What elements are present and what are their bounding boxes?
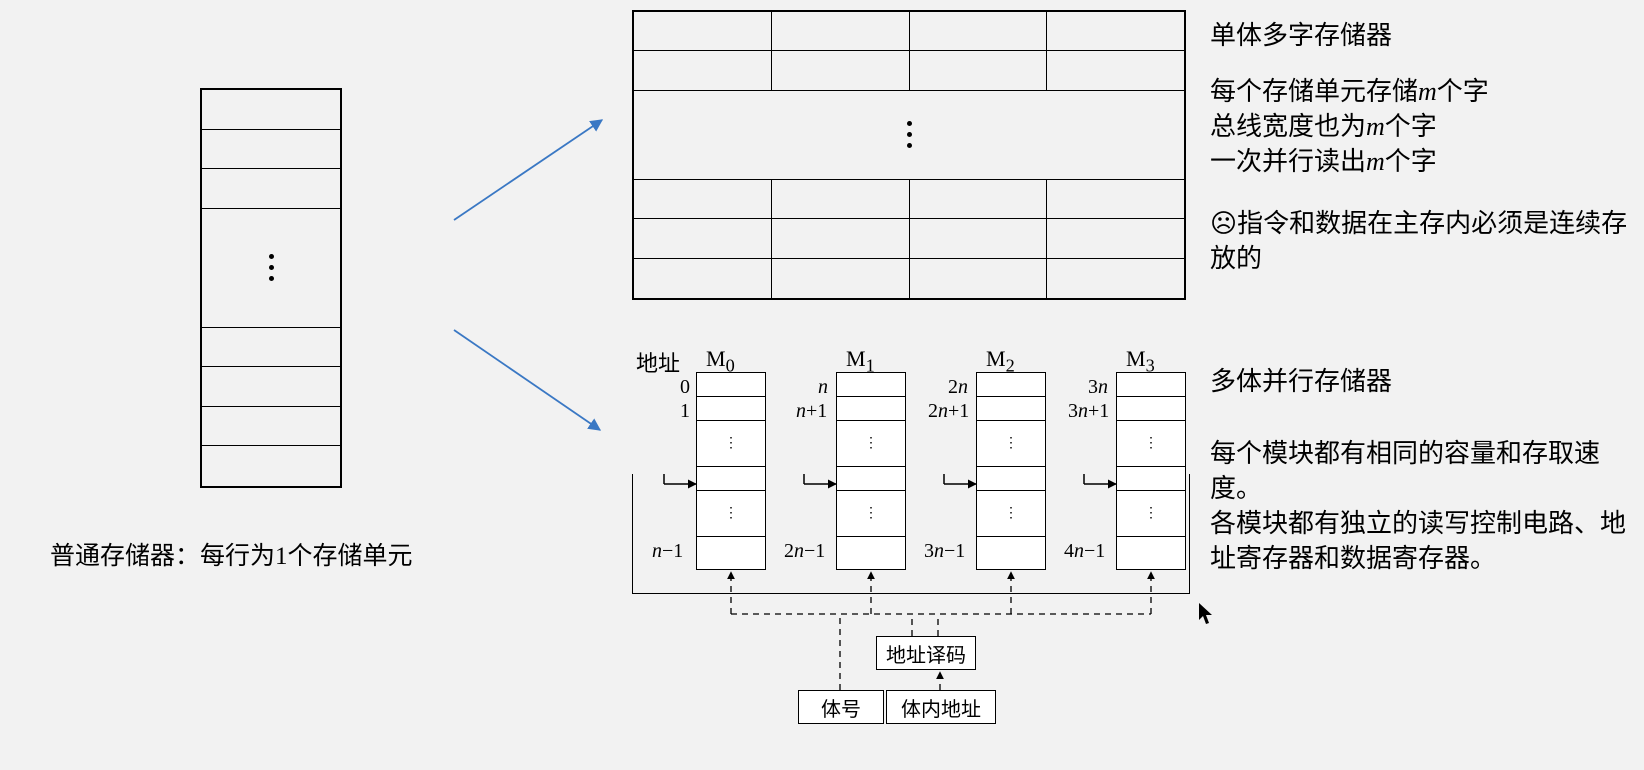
bank-1-lbl-0: n (818, 376, 828, 399)
bank-3-lbl-last: 4n−1 (1064, 540, 1105, 563)
addr-decode-box: 地址译码 (876, 636, 976, 670)
bank-0-lbl-0: 0 (680, 376, 690, 399)
multi-bank-desc: 每个模块都有相同的容量和存取速度。 各模块都有独立的读写控制电路、地址寄存器和数… (1210, 436, 1640, 576)
cursor-icon (1198, 602, 1216, 631)
bank-1-lbl-last: 2n−1 (784, 540, 825, 563)
bank-3-lbl-0: 3n (1088, 376, 1108, 399)
bank-2-lbl-last: 3n−1 (924, 540, 965, 563)
bank-3-lbl-1: 3n+1 (1068, 400, 1109, 423)
bank-0-lbl-1: 1 (680, 400, 690, 423)
wide-vdots (907, 121, 912, 148)
multi-bank-title: 多体并行存储器 (1210, 364, 1392, 399)
normal-memory-box (200, 88, 342, 488)
bank-0-lbl-last: n−1 (652, 540, 683, 563)
bank-1-lbl-1: n+1 (796, 400, 827, 423)
bank-2-lbl-0: 2n (948, 376, 968, 399)
bank-3: ⋮ ⋮ (1116, 372, 1186, 570)
vdots (269, 254, 274, 281)
sad-face-icon: ☹ (1210, 209, 1237, 238)
normal-memory-caption: 普通存储器：每行为1个存储单元 (50, 536, 413, 572)
inner-addr-box: 体内地址 (886, 690, 996, 724)
bank-1: ⋮ ⋮ (836, 372, 906, 570)
wide-memory-desc: 每个存储单元存储m个字 总线宽度也为m个字 一次并行读出m个字 (1210, 74, 1630, 179)
bank-2-lbl-1: 2n+1 (928, 400, 969, 423)
bank-2: ⋮ ⋮ (976, 372, 1046, 570)
wide-memory-box (632, 10, 1186, 300)
addr-label: 地址 (636, 346, 680, 378)
body-num-box: 体号 (798, 690, 884, 724)
bank-0: ⋮ ⋮ (696, 372, 766, 570)
wide-memory-title: 单体多字存储器 (1210, 18, 1392, 53)
wide-memory-note: ☹指令和数据在主存内必须是连续存放的 (1210, 206, 1630, 276)
